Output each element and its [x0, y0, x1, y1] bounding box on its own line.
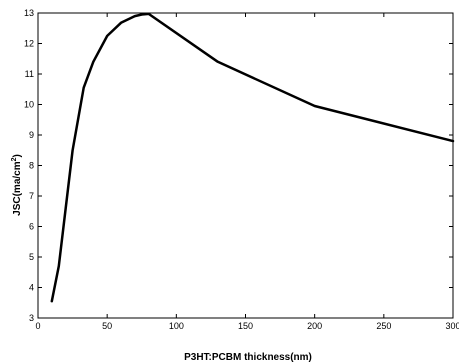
x-tick-label: 300 [445, 321, 459, 331]
series-line-1 [50, 12, 455, 303]
y-tick-label: 3 [29, 313, 34, 323]
x-tick-label: 0 [35, 321, 40, 331]
plot-area: 0 50 100 150 200 250 300 3 4 5 6 7 8 9 10 11 12 13 [24, 8, 459, 331]
x-tick-label: 50 [102, 321, 112, 331]
x-axis-title: P3HT:PCBM thickness(nm) [184, 352, 312, 363]
y-tick-label: 7 [29, 191, 34, 201]
y-tick-label: 4 [29, 283, 34, 293]
y-axis-title-superscript: 2 [11, 157, 18, 161]
y-axis-title: JSC(ma/cm2) [11, 154, 23, 216]
y-tick-label: 12 [24, 39, 34, 49]
y-tick-label: 13 [24, 8, 34, 18]
y-axis-title-main: JSC(ma/cm [12, 161, 23, 216]
y-tick-label: 8 [29, 161, 34, 171]
plot-frame [37, 12, 454, 319]
y-tick-label: 6 [29, 222, 34, 232]
y-tick-label: 9 [29, 130, 34, 140]
y-axis-title-end: ) [12, 154, 23, 157]
y-tick-label: 5 [29, 252, 34, 262]
x-tick-label: 150 [238, 321, 253, 331]
y-tick-label: 10 [24, 100, 34, 110]
x-tick-label: 200 [307, 321, 322, 331]
y-tick-label: 11 [25, 69, 34, 79]
x-tick-label: 100 [169, 321, 184, 331]
x-tick-label: 250 [376, 321, 391, 331]
